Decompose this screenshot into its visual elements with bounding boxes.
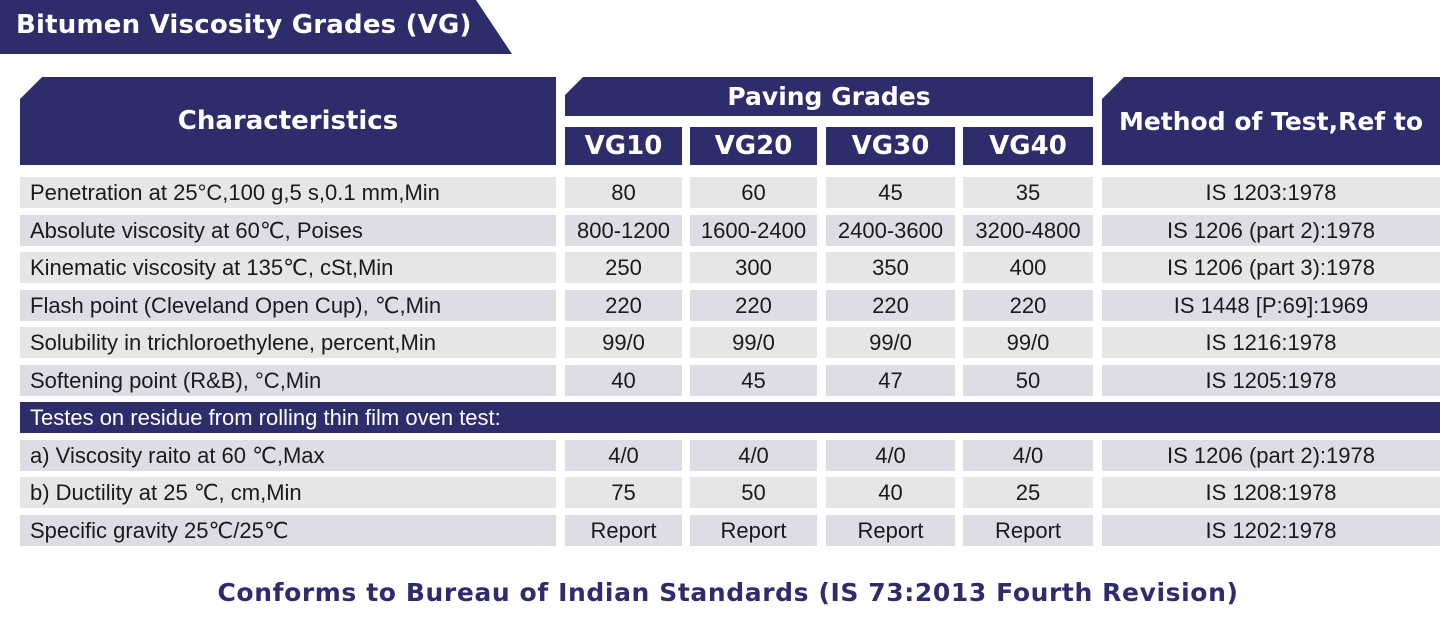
residue-value-vg30: 40 xyxy=(826,477,955,508)
grade-header-vg20: VG20 xyxy=(690,127,817,165)
row-characteristic: Flash point (Cleveland Open Cup), ℃,Min xyxy=(20,290,556,321)
row-value-vg30: 350 xyxy=(826,252,955,283)
grade-header-vg10: VG10 xyxy=(565,127,682,165)
row-value-vg40: 400 xyxy=(963,252,1093,283)
row-characteristic: Softening point (R&B), °C,Min xyxy=(20,365,556,396)
page-title: Bitumen Viscosity Grades (VG) xyxy=(16,10,472,40)
residue-value-vg40: 25 xyxy=(963,477,1093,508)
row-value-vg10: 800-1200 xyxy=(565,215,682,246)
row-value-vg20: 300 xyxy=(690,252,817,283)
row-method: IS 1203:1978 xyxy=(1102,177,1440,208)
residue-value-vg40: 4/0 xyxy=(963,440,1093,471)
residue-value-vg20: 50 xyxy=(690,477,817,508)
grade-header-vg30: VG30 xyxy=(826,127,955,165)
residue-row-characteristic: b) Ductility at 25 ℃, cm,Min xyxy=(20,477,556,508)
row-value-vg30: 2400-3600 xyxy=(826,215,955,246)
residue-value-vg20: Report xyxy=(690,515,817,546)
row-value-vg10: 99/0 xyxy=(565,327,682,358)
row-value-vg30: 47 xyxy=(826,365,955,396)
row-value-vg40: 99/0 xyxy=(963,327,1093,358)
paving-grades-header: Paving Grades xyxy=(565,77,1093,116)
residue-row-method: IS 1202:1978 xyxy=(1102,515,1440,546)
row-characteristic: Absolute viscosity at 60℃, Poises xyxy=(20,215,556,246)
row-value-vg40: 220 xyxy=(963,290,1093,321)
residue-value-vg40: Report xyxy=(963,515,1093,546)
residue-value-vg20: 4/0 xyxy=(690,440,817,471)
residue-value-vg30: Report xyxy=(826,515,955,546)
row-characteristic: Penetration at 25°C,100 g,5 s,0.1 mm,Min xyxy=(20,177,556,208)
row-value-vg20: 220 xyxy=(690,290,817,321)
row-value-vg10: 220 xyxy=(565,290,682,321)
characteristics-header: Characteristics xyxy=(20,77,556,165)
row-characteristic: Kinematic viscosity at 135℃, cSt,Min xyxy=(20,252,556,283)
row-method: IS 1206 (part 2):1978 xyxy=(1102,215,1440,246)
row-method: IS 1216:1978 xyxy=(1102,327,1440,358)
method-header: Method of Test,Ref to xyxy=(1102,77,1440,165)
row-value-vg20: 1600-2400 xyxy=(690,215,817,246)
row-value-vg10: 80 xyxy=(565,177,682,208)
residue-value-vg10: 75 xyxy=(565,477,682,508)
row-method: IS 1448 [P:69]:1969 xyxy=(1102,290,1440,321)
residue-row-characteristic: Specific gravity 25℃/25℃ xyxy=(20,515,556,546)
title-banner xyxy=(0,0,512,54)
row-value-vg20: 45 xyxy=(690,365,817,396)
row-value-vg40: 35 xyxy=(963,177,1093,208)
row-value-vg40: 3200-4800 xyxy=(963,215,1093,246)
row-value-vg20: 99/0 xyxy=(690,327,817,358)
row-value-vg20: 60 xyxy=(690,177,817,208)
footer-note: Conforms to Bureau of Indian Standards (… xyxy=(217,578,1239,607)
row-value-vg30: 99/0 xyxy=(826,327,955,358)
row-value-vg40: 50 xyxy=(963,365,1093,396)
row-value-vg30: 220 xyxy=(826,290,955,321)
row-value-vg10: 250 xyxy=(565,252,682,283)
row-method: IS 1206 (part 3):1978 xyxy=(1102,252,1440,283)
row-method: IS 1205:1978 xyxy=(1102,365,1440,396)
residue-row-method: IS 1208:1978 xyxy=(1102,477,1440,508)
row-value-vg30: 45 xyxy=(826,177,955,208)
residue-section-heading: Testes on residue from rolling thin film… xyxy=(20,402,1440,433)
grade-header-vg40: VG40 xyxy=(963,127,1093,165)
row-value-vg10: 40 xyxy=(565,365,682,396)
residue-value-vg10: Report xyxy=(565,515,682,546)
residue-row-characteristic: a) Viscosity raito at 60 ℃,Max xyxy=(20,440,556,471)
residue-row-method: IS 1206 (part 2):1978 xyxy=(1102,440,1440,471)
row-characteristic: Solubility in trichloroethylene, percent… xyxy=(20,327,556,358)
residue-value-vg10: 4/0 xyxy=(565,440,682,471)
residue-value-vg30: 4/0 xyxy=(826,440,955,471)
